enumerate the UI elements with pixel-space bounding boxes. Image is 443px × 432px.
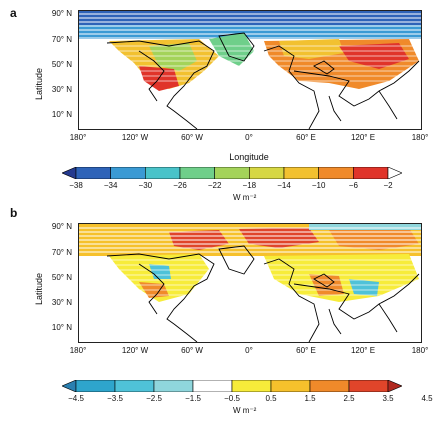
colorbar-tick-label: −10: [311, 181, 326, 190]
colorbar-tick-label: −0.5: [224, 394, 240, 403]
panel-a-y-axis-title: Latitude: [34, 67, 44, 100]
colorbar-tick-label: 0.5: [265, 394, 277, 403]
colorbar-extend-high: [387, 166, 403, 180]
panel-a-x-axis-title: Longitude: [229, 152, 269, 162]
lat-tick: 70° N: [51, 248, 72, 257]
lat-tick: 50° N: [51, 60, 72, 69]
colorbar-extend-low: [61, 166, 77, 180]
colorbar-tick-label: −22: [207, 181, 222, 190]
colorbar-tick-label: −30: [138, 181, 153, 190]
colorbar-segment: [153, 379, 194, 393]
colorbar-tick-label: 1.5: [304, 394, 316, 403]
panel-a-label: a: [10, 6, 17, 20]
panel-b-map: [78, 223, 422, 343]
lon-tick: 60° E: [296, 346, 316, 355]
panel-a-colorbar: [61, 166, 403, 180]
colorbar-tick-label: −3.5: [107, 394, 123, 403]
panel-b-colorbar: [61, 379, 403, 393]
colorbar-extend-high: [387, 379, 403, 393]
lon-tick: 120° W: [121, 346, 149, 355]
colorbar-segment: [110, 166, 146, 180]
lon-tick: 0°: [245, 346, 253, 355]
panel-b-colorbar-unit: W m⁻²: [233, 406, 257, 415]
colorbar-tick-label: 2.5: [343, 394, 355, 403]
colorbar-tick-label: 3.5: [382, 394, 394, 403]
panel-b-label: b: [10, 206, 18, 220]
colorbar-tick-label: −6: [348, 181, 358, 190]
lat-tick: 70° N: [51, 35, 72, 44]
colorbar-segment: [231, 379, 272, 393]
lon-tick: 120° E: [350, 133, 376, 142]
colorbar-tick-label: 4.5: [421, 394, 433, 403]
panel-a-map: [78, 10, 422, 130]
colorbar-segment: [318, 166, 354, 180]
colorbar-tick-label: −4.5: [68, 394, 84, 403]
colorbar-segment: [249, 166, 285, 180]
lon-tick: 60° E: [296, 133, 316, 142]
lat-tick: 10° N: [51, 323, 72, 332]
colorbar-segment: [270, 379, 311, 393]
lon-tick: 180°: [69, 133, 87, 142]
lon-tick: 120° W: [121, 133, 149, 142]
lon-tick: 0°: [245, 133, 253, 142]
lat-tick: 50° N: [51, 273, 72, 282]
lon-tick: 180°: [411, 133, 429, 142]
lon-tick: 180°: [411, 346, 429, 355]
panel-a-colorbar-unit: W m⁻²: [233, 193, 257, 202]
colorbar-segment: [75, 379, 116, 393]
colorbar-tick-label: −26: [173, 181, 187, 190]
lon-tick: 180°: [69, 346, 87, 355]
lon-tick: 60° W: [181, 346, 203, 355]
lon-tick: 120° E: [350, 346, 376, 355]
colorbar-segment: [192, 379, 233, 393]
colorbar-segment: [309, 379, 350, 393]
lon-tick: 60° W: [181, 133, 203, 142]
colorbar-tick-label: −14: [277, 181, 291, 190]
colorbar-segment: [179, 166, 215, 180]
colorbar-segment: [145, 166, 181, 180]
colorbar-tick-label: −2.5: [146, 394, 162, 403]
colorbar-segment: [114, 379, 155, 393]
colorbar-tick-label: −2: [383, 181, 393, 190]
colorbar-extend-low: [61, 379, 77, 393]
colorbar-segment: [348, 379, 389, 393]
colorbar-segment: [283, 166, 319, 180]
lat-tick: 90° N: [51, 9, 72, 18]
colorbar-segment: [214, 166, 250, 180]
lat-tick: 90° N: [51, 222, 72, 231]
lat-tick: 10° N: [51, 110, 72, 119]
colorbar-tick-label: −18: [242, 181, 257, 190]
colorbar-segment: [353, 166, 389, 180]
colorbar-tick-label: −34: [103, 181, 118, 190]
colorbar-tick-label: −38: [69, 181, 83, 190]
colorbar-segment: [75, 166, 111, 180]
lat-tick: 30° N: [51, 85, 72, 94]
lat-tick: 30° N: [51, 298, 72, 307]
colorbar-tick-label: −1.5: [185, 394, 201, 403]
